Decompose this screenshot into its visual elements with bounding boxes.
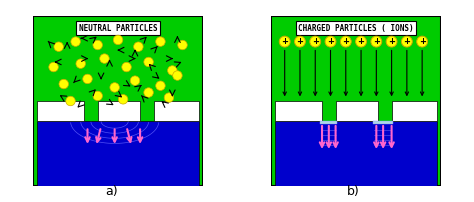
Circle shape [113, 35, 123, 45]
Circle shape [83, 74, 92, 84]
Text: b): b) [347, 185, 359, 198]
Bar [336, 101, 378, 121]
Circle shape [294, 36, 305, 47]
Bar [373, 121, 393, 124]
Circle shape [100, 54, 109, 63]
Text: +: + [281, 37, 288, 46]
Bar [274, 101, 322, 121]
Circle shape [371, 36, 382, 47]
Text: a): a) [105, 185, 118, 198]
Text: +: + [342, 37, 349, 46]
Circle shape [93, 40, 102, 50]
Circle shape [66, 96, 75, 106]
Circle shape [164, 93, 173, 102]
Text: +: + [373, 37, 380, 46]
Text: +: + [357, 37, 365, 46]
Circle shape [155, 81, 165, 90]
Text: +: + [296, 37, 303, 46]
FancyBboxPatch shape [33, 16, 203, 186]
Circle shape [144, 57, 153, 67]
Circle shape [325, 36, 336, 47]
Circle shape [144, 88, 153, 97]
Circle shape [155, 37, 165, 46]
Circle shape [93, 91, 102, 101]
Circle shape [356, 36, 366, 47]
Bar [36, 121, 200, 186]
Circle shape [54, 42, 64, 52]
Circle shape [118, 95, 128, 104]
Circle shape [279, 36, 290, 47]
Circle shape [173, 71, 182, 80]
FancyBboxPatch shape [271, 16, 441, 186]
Text: +: + [403, 37, 410, 46]
Circle shape [168, 66, 177, 75]
Bar [154, 101, 200, 121]
Circle shape [310, 36, 321, 47]
Circle shape [386, 36, 397, 47]
Circle shape [59, 79, 68, 89]
Circle shape [130, 76, 140, 85]
Circle shape [76, 59, 85, 68]
Circle shape [49, 62, 58, 72]
Circle shape [417, 36, 428, 47]
Bar [320, 121, 337, 124]
Text: +: + [388, 37, 395, 46]
Circle shape [110, 83, 119, 92]
Circle shape [178, 40, 187, 50]
Circle shape [71, 37, 81, 46]
Circle shape [134, 42, 143, 52]
Bar [392, 101, 438, 121]
Text: +: + [312, 37, 319, 46]
Bar [274, 121, 438, 186]
Text: NEUTRAL PARTICLES: NEUTRAL PARTICLES [79, 24, 157, 33]
Circle shape [401, 36, 412, 47]
Text: +: + [327, 37, 334, 46]
Circle shape [340, 36, 351, 47]
Circle shape [122, 62, 131, 72]
Text: +: + [419, 37, 426, 46]
Bar [36, 101, 84, 121]
Text: CHARGED PARTICLES ( IONS): CHARGED PARTICLES ( IONS) [298, 24, 414, 33]
Bar [98, 101, 140, 121]
